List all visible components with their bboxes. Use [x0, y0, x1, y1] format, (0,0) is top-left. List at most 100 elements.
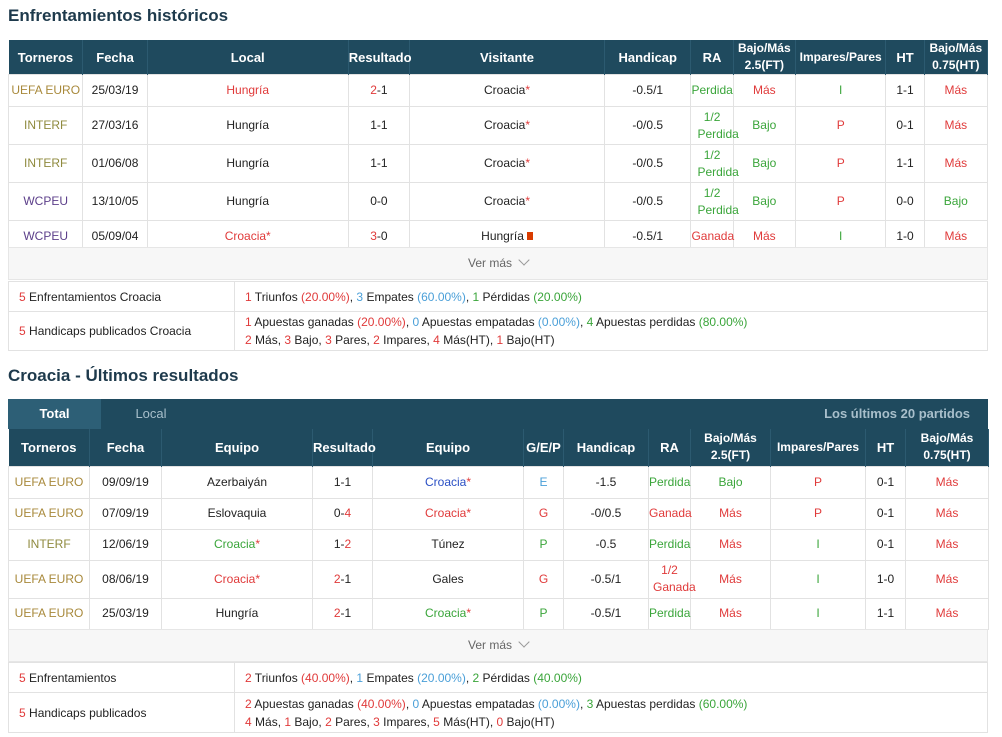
col-bajo-mas-ft[interactable]: Bajo/Más 2.5(FT): [733, 40, 796, 75]
visitor-team[interactable]: Croacia*: [409, 74, 606, 107]
visitor-team[interactable]: Croacia*: [409, 106, 606, 145]
flag-icon: [526, 232, 533, 241]
visitor-team[interactable]: Croacia*: [409, 144, 606, 183]
table-row[interactable]: WCPEU 13/10/05 Hungría 0-0 Croacia* -0/0…: [7, 182, 989, 221]
table-row[interactable]: WCPEU 05/09/04 Croacia* 3-0 Hungría -0.5…: [7, 220, 989, 252]
col-ra[interactable]: RA: [648, 429, 691, 466]
resultado[interactable]: 0-0: [347, 182, 411, 221]
visitor-team[interactable]: Croacia*: [409, 182, 606, 221]
torneo[interactable]: UEFA EURO: [8, 497, 90, 530]
resultado[interactable]: 0-4: [312, 497, 373, 530]
table-row[interactable]: UEFA EURO 25/03/19 Hungría 2-1 Croacia* …: [8, 597, 989, 630]
pares-label: Pares,: [331, 333, 374, 347]
visitor-name: Croacia: [484, 194, 526, 208]
col-gep[interactable]: G/E/P: [523, 429, 564, 466]
table-row[interactable]: UEFA EURO 07/09/19 Eslovaquia 0-4 Croaci…: [8, 497, 989, 530]
resultado[interactable]: 2-1: [312, 597, 373, 630]
resultado[interactable]: 1-2: [312, 528, 373, 561]
col-torneros[interactable]: Torneros: [8, 429, 90, 466]
col-resultado[interactable]: Resultado: [312, 429, 376, 466]
tab-total[interactable]: Total: [8, 399, 101, 429]
impares-label: Impares,: [379, 333, 434, 347]
torneo[interactable]: WCPEU: [7, 220, 84, 252]
col-handicap[interactable]: Handicap: [563, 429, 649, 466]
col-bajo-mas-ht[interactable]: Bajo/Más 0.75(HT): [905, 429, 989, 466]
local-team[interactable]: Hungría: [146, 182, 349, 221]
bajo-mas-ht: Más: [923, 144, 989, 183]
col-ht[interactable]: HT: [885, 40, 925, 75]
home-team[interactable]: Azerbaiyán: [161, 465, 313, 499]
tab-local[interactable]: Local: [135, 406, 167, 421]
resultado[interactable]: 1-1: [312, 465, 373, 499]
torneo[interactable]: UEFA EURO: [8, 597, 90, 630]
torneo[interactable]: UEFA EURO: [8, 559, 90, 599]
table-row[interactable]: INTERF 01/06/08 Hungría 1-1 Croacia* -0/…: [7, 144, 989, 183]
local-team[interactable]: Hungría: [146, 106, 349, 145]
torneo[interactable]: UEFA EURO: [7, 74, 84, 107]
col-bajo-mas-ft[interactable]: Bajo/Más 2.5(FT): [690, 429, 771, 466]
separator: ,: [579, 696, 587, 711]
col-visitante[interactable]: Visitante: [409, 40, 606, 75]
away-team[interactable]: Gales: [372, 559, 524, 599]
resultado[interactable]: 1-1: [347, 144, 411, 183]
table-row[interactable]: UEFA EURO 09/09/19 Azerbaiyán 1-1 Croaci…: [8, 465, 989, 499]
table-row[interactable]: INTERF 27/03/16 Hungría 1-1 Croacia* -0/…: [7, 106, 989, 145]
ht: 0-1: [865, 528, 906, 561]
col-torneros[interactable]: Torneros: [8, 40, 84, 75]
resultado[interactable]: 2-1: [347, 74, 411, 107]
summary-label-text: Handicaps publicados Croacia: [29, 324, 192, 338]
col-ht[interactable]: HT: [865, 429, 906, 466]
home-team[interactable]: Croacia*: [161, 559, 313, 599]
torneo[interactable]: INTERF: [7, 144, 84, 183]
last-matches-selector[interactable]: Los últimos 20 partidos: [824, 406, 970, 421]
table-row[interactable]: INTERF 12/06/19 Croacia* 1-2 Túnez P -0.…: [8, 528, 989, 561]
home-team[interactable]: Croacia*: [161, 528, 313, 561]
recent-table: Torneros Fecha Equipo Resultado Equipo G…: [8, 429, 989, 630]
h2h-table: Torneros Fecha Local Resultado Visitante…: [7, 40, 989, 252]
away-team[interactable]: Croacia*: [372, 597, 524, 630]
bajo-mas-ht: Más: [905, 465, 989, 499]
col-bajo-mas-ht[interactable]: Bajo/Más 0.75(HT): [924, 40, 989, 75]
torneo[interactable]: INTERF: [8, 528, 90, 561]
visitor-name: Croacia: [484, 83, 526, 97]
col-equipo-home[interactable]: Equipo: [161, 429, 313, 466]
col-ra[interactable]: RA: [690, 40, 734, 75]
ht: 1-0: [885, 220, 925, 252]
away-team[interactable]: Túnez: [372, 528, 524, 561]
masht-label: Más(HT),: [439, 333, 497, 347]
away-team[interactable]: Croacia*: [372, 497, 524, 530]
torneo[interactable]: UEFA EURO: [8, 465, 90, 499]
col-handicap[interactable]: Handicap: [604, 40, 692, 75]
col-fecha[interactable]: Fecha: [89, 429, 162, 466]
star-icon: *: [466, 606, 472, 620]
resultado[interactable]: 2-1: [312, 559, 373, 599]
away-team[interactable]: Croacia*: [372, 465, 524, 499]
col-local[interactable]: Local: [147, 40, 349, 75]
col-impares-pares[interactable]: Impares/Pares: [795, 40, 887, 75]
ra: Perdida: [690, 74, 734, 107]
ver-mas-button[interactable]: Ver más: [8, 247, 988, 280]
col-fecha[interactable]: Fecha: [82, 40, 148, 75]
home-team[interactable]: Eslovaquia: [161, 497, 313, 530]
table-row[interactable]: UEFA EURO 25/03/19 Hungría 2-1 Croacia* …: [7, 74, 989, 107]
won-pct: (20.00%): [357, 315, 406, 329]
wins-count: 2: [245, 670, 252, 685]
resultado[interactable]: 3-0: [347, 220, 411, 252]
home-team[interactable]: Hungría: [161, 597, 313, 630]
away-name: Croacia: [424, 606, 467, 620]
table-row[interactable]: UEFA EURO 08/06/19 Croacia* 2-1 Gales G …: [8, 559, 989, 599]
away-name: Croacia: [424, 506, 467, 520]
col-impares-pares[interactable]: Impares/Pares: [770, 429, 866, 466]
torneo[interactable]: INTERF: [7, 106, 84, 145]
local-team[interactable]: Hungría: [146, 144, 349, 183]
handicap-line: 1 Apuestas ganadas (20.00%), 0 Apuestas …: [245, 313, 977, 331]
col-equipo-away[interactable]: Equipo: [372, 429, 524, 466]
ver-mas-button[interactable]: Ver más: [8, 629, 988, 662]
bajoht-count: 1: [496, 333, 504, 347]
resultado[interactable]: 1-1: [347, 106, 411, 145]
col-resultado[interactable]: Resultado: [348, 40, 412, 75]
star-icon: *: [525, 156, 531, 170]
score-away: 1: [344, 474, 352, 489]
torneo[interactable]: WCPEU: [7, 182, 84, 221]
local-team[interactable]: Hungría: [146, 74, 349, 107]
